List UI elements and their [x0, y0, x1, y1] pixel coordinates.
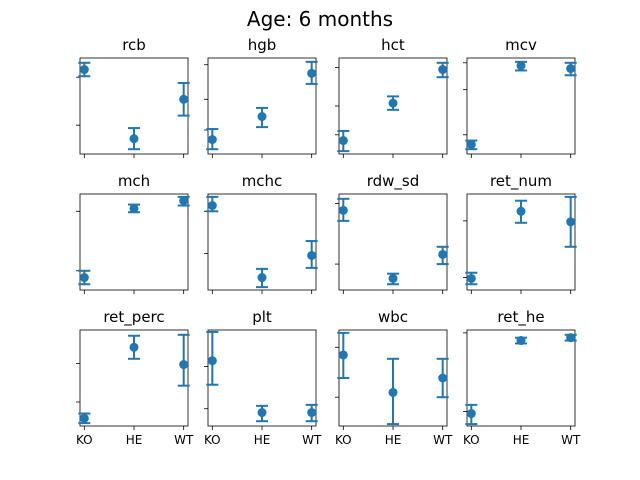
mean-point-HE — [129, 203, 139, 213]
mean-point-KO — [79, 273, 89, 283]
panel-hct: hct — [335, 36, 449, 158]
x-tick-label: KO — [204, 433, 221, 447]
panel-hgb: hgb — [204, 36, 318, 158]
x-tick-label: KO — [463, 433, 480, 447]
mean-point-KO — [338, 136, 348, 146]
mean-point-HE — [257, 408, 267, 418]
mean-point-WT — [307, 250, 317, 260]
x-tick-label: WT — [302, 433, 322, 447]
panel-mcv: mcv — [463, 36, 577, 158]
mean-point-WT — [566, 217, 576, 227]
x-tick-label: WT — [433, 433, 453, 447]
panel-title: mcv — [505, 36, 537, 54]
mean-point-HE — [388, 387, 398, 397]
panel-title: ret_he — [497, 308, 544, 327]
mean-point-KO — [466, 273, 476, 283]
panel-rcb: rcb — [76, 36, 190, 158]
mean-point-HE — [257, 273, 267, 283]
panel-title: plt — [252, 308, 272, 326]
panel-ret_num: ret_num — [463, 172, 577, 294]
x-tick-label: HE — [126, 433, 143, 447]
panel-title: rcb — [122, 36, 146, 54]
x-tick-label: KO — [335, 433, 352, 447]
axes-frame — [466, 57, 576, 155]
panel-title: hct — [381, 36, 405, 54]
mean-point-HE — [516, 61, 526, 71]
mean-point-WT — [438, 65, 448, 75]
panel-title: ret_num — [490, 172, 552, 191]
mean-point-KO — [207, 201, 217, 211]
mean-point-HE — [516, 336, 526, 346]
mean-point-KO — [466, 409, 476, 419]
mean-point-HE — [257, 112, 267, 122]
panel-title: hgb — [248, 36, 277, 54]
mean-point-KO — [338, 350, 348, 360]
panel-wbc: wbc KO HE WT — [335, 308, 453, 447]
panel-mchc: mchc — [204, 172, 318, 294]
panel-title: mch — [118, 172, 150, 190]
panel-plt: plt KO HE WT — [204, 308, 322, 447]
mean-point-HE — [129, 342, 139, 352]
panel-title: rdw_sd — [367, 172, 420, 191]
mean-point-WT — [307, 408, 317, 418]
mean-point-KO — [338, 205, 348, 215]
mean-point-WT — [307, 68, 317, 78]
x-tick-label: KO — [76, 433, 93, 447]
mean-point-KO — [79, 65, 89, 75]
mean-point-WT — [179, 196, 189, 206]
mean-point-KO — [207, 135, 217, 145]
panel-mch: mch — [76, 172, 190, 294]
mean-point-HE — [388, 273, 398, 283]
x-tick-label: WT — [561, 433, 581, 447]
mean-point-KO — [207, 356, 217, 366]
mean-point-WT — [179, 360, 189, 370]
axes-frame — [207, 57, 317, 155]
figure-title: Age: 6 months — [247, 7, 393, 31]
mean-point-WT — [566, 64, 576, 74]
x-tick-label: HE — [385, 433, 402, 447]
x-tick-label: HE — [513, 433, 530, 447]
mean-point-KO — [466, 139, 476, 149]
panel-title: mchc — [242, 172, 283, 190]
mean-point-HE — [129, 134, 139, 144]
panel-title: ret_perc — [103, 308, 164, 327]
x-tick-label: HE — [254, 433, 271, 447]
panel-ret_he: ret_he KO HE WT — [463, 308, 581, 447]
mean-point-WT — [438, 249, 448, 259]
mean-point-HE — [516, 206, 526, 216]
mean-point-HE — [388, 98, 398, 108]
panel-ret_perc: ret_perc KO HE WT — [76, 308, 194, 447]
mean-point-KO — [79, 413, 89, 423]
mean-point-WT — [566, 333, 576, 343]
panels-grid: rcb hgb hct mcv mch mchc rdw_sd ret_num ret_perc… — [76, 36, 581, 447]
x-tick-label: WT — [174, 433, 194, 447]
panel-title: wbc — [378, 308, 408, 326]
mean-point-WT — [438, 373, 448, 383]
panel-rdw_sd: rdw_sd — [335, 172, 449, 294]
mean-point-WT — [179, 94, 189, 104]
